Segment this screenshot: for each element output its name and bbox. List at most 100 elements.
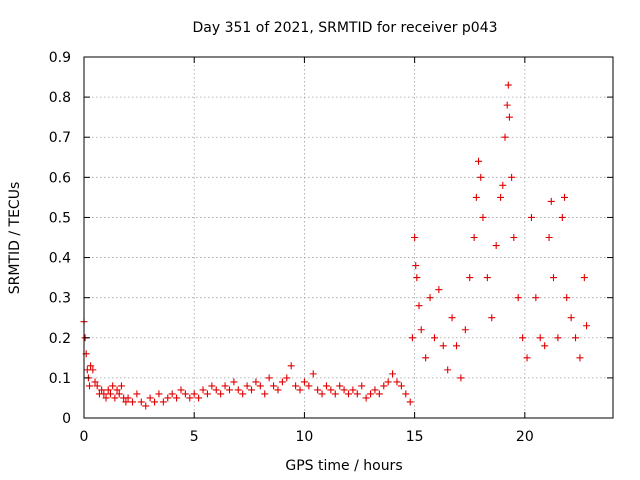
data-point-marker [519,334,527,342]
data-point-marker [541,342,549,350]
data-point-marker [545,234,553,241]
data-point-marker [199,386,207,394]
data-point-marker [406,398,414,406]
data-point-marker [252,378,260,386]
data-point-marker [527,213,535,221]
data-point-marker [128,398,136,406]
data-point-marker [389,370,397,378]
data-point-marker [89,366,97,374]
data-point-marker [230,378,238,386]
data-point-marker [444,366,452,374]
data-point-marker [124,394,132,402]
data-point-marker [549,274,557,282]
data-point-marker [234,386,242,394]
data-point-marker [203,390,211,398]
data-point-marker [561,193,569,201]
data-point-marker [413,274,421,282]
data-point-marker [503,101,511,109]
data-point-marker [331,390,339,398]
data-point-marker [151,398,159,406]
data-point-marker [375,390,383,398]
data-point-marker [292,382,300,390]
data-point-marker [497,193,505,201]
y-tick-label: 0.2 [49,331,71,347]
data-point-marker [583,322,591,330]
data-point-marker [309,370,317,378]
data-point-marker [415,302,423,310]
data-point-marker [146,394,154,402]
data-point-marker [461,326,469,334]
y-tick-label: 0.4 [49,251,71,267]
data-point-marker [466,274,474,282]
data-point-marker [221,382,229,390]
data-point-marker [190,390,198,398]
data-point-marker [472,193,480,201]
data-point-marker [508,173,516,181]
data-point-marker [358,382,366,390]
data-point-marker [274,386,282,394]
data-point-marker [111,394,119,402]
data-point-marker [305,382,313,390]
y-axis-label: SRMTID / TECUs [7,182,23,295]
data-point-marker [412,262,420,270]
x-tick-label: 20 [516,429,534,445]
data-point-marker [217,390,225,398]
data-point-marker [547,197,555,205]
data-point-marker [580,274,588,282]
y-tick-label: 0.8 [49,90,71,106]
data-point-marker [384,378,392,386]
data-point-marker [554,334,562,342]
data-point-marker [483,274,491,282]
data-point-marker [492,242,500,250]
data-point-marker [300,378,308,386]
data-point-marker [168,390,176,398]
data-point-marker [380,382,388,390]
data-point-marker [439,342,447,350]
data-point-marker [501,133,509,141]
data-point-marker [411,234,419,241]
data-point-marker [256,382,264,390]
y-tick-label: 0.3 [49,291,71,307]
data-point-marker [261,390,269,398]
data-point-marker [181,390,189,398]
data-point-marker [287,362,295,370]
data-point-marker [576,354,584,362]
data-point-marker [239,390,247,398]
data-point-marker [422,354,430,362]
data-point-marker [248,386,256,394]
data-point-marker [314,386,322,394]
data-point-marker [93,382,101,390]
data-point-marker [186,394,194,402]
data-point-marker [479,213,487,221]
data-point-marker [457,374,465,382]
data-point-marker [109,382,117,390]
x-tick-label: 0 [80,429,89,445]
data-point-marker [142,402,150,410]
data-point-marker [510,234,518,241]
data-point-marker [100,390,108,398]
x-axis-label: GPS time / hours [285,458,402,474]
data-point-marker [349,386,357,394]
data-point-marker [98,386,106,394]
data-point-marker [106,390,114,398]
data-point-marker [243,382,251,390]
x-tick-label: 5 [190,429,199,445]
data-point-marker [113,386,121,394]
data-point-marker [504,81,512,89]
data-point-marker [470,234,478,241]
data-point-marker [87,362,95,370]
data-point-marker [475,157,483,165]
data-point-marker [340,386,348,394]
data-point-marker [430,334,438,342]
data-point-marker [86,382,94,390]
data-point-marker [296,386,304,394]
data-point-marker [536,334,544,342]
data-point-marker [402,390,410,398]
data-point-marker [208,382,216,390]
data-point-marker [155,390,163,398]
data-point-marker [225,386,233,394]
x-axis-tick-labels: 0 5 10 15 20 [80,429,534,445]
data-point-marker [514,294,522,302]
data-point-marker [488,314,496,322]
data-point-marker [558,213,566,221]
